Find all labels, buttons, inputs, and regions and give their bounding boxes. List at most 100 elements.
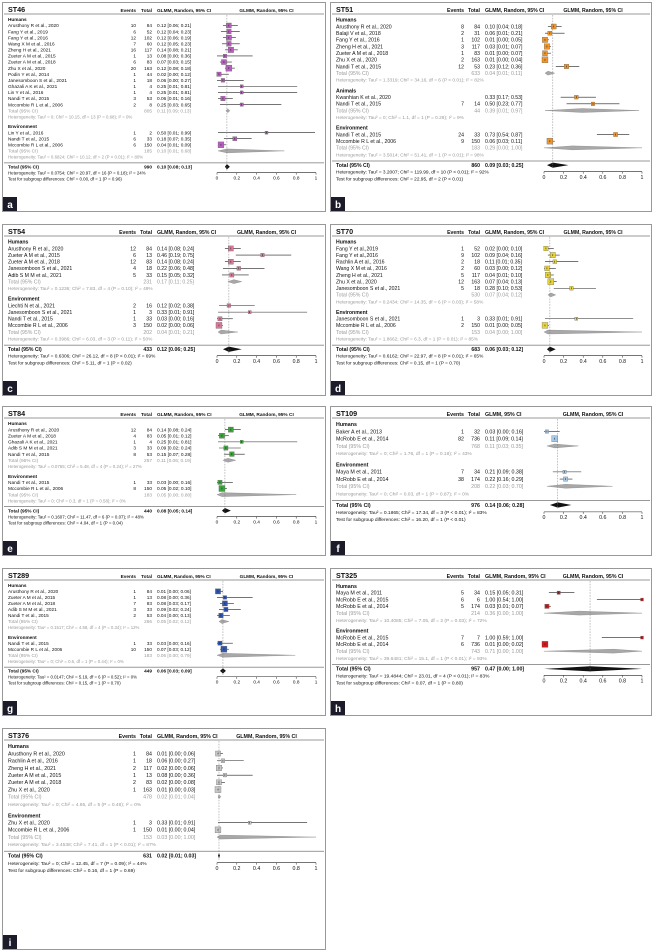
study-total: 33: [147, 607, 153, 612]
study-label: Zueter A M et al., 2015: [8, 595, 56, 600]
study-total: 4: [149, 90, 152, 96]
subgroup-heterogeneity: Heterogeneity: Tau² = 10.4085; Chi² = 7.…: [336, 618, 487, 624]
forest-panel-g: ST289 Events Total GLMM, Random, 95% CI GLMM…: [2, 568, 326, 716]
study-total: 4: [149, 84, 152, 90]
study-events: 12: [458, 279, 464, 285]
study-ci: 0.01 [0.00; 0.05]: [485, 38, 523, 44]
panel-title: ST84: [8, 409, 25, 418]
subtotal-total: 44: [474, 108, 480, 114]
x-tick-label: 0: [216, 519, 219, 525]
subtotal-diamond: [222, 458, 236, 463]
study-events: 2: [461, 260, 464, 266]
group-name: Environment: [336, 463, 369, 469]
study-events: 1: [133, 440, 136, 446]
overall-total: 631: [143, 854, 152, 860]
study-events: 7: [133, 601, 136, 606]
study-label: Zueter A M et al., 2015: [8, 253, 60, 259]
study-ci: 0.08 [0.00; 0.36]: [157, 773, 196, 779]
group-name: Environment: [336, 310, 368, 316]
study-ci: 0.07 [0.03; 0.15]: [157, 60, 191, 66]
study-total: 174: [471, 604, 480, 610]
study-total: 44: [147, 72, 153, 78]
overall-label: Total (95% CI): [336, 347, 370, 353]
study-events: 1: [133, 821, 136, 827]
x-tick-label: 0.2: [560, 175, 567, 181]
subtotal-total: 214: [471, 611, 480, 617]
study-ci: 0.15 [0.07; 0.28]: [157, 452, 191, 458]
study-total: 150: [471, 323, 480, 329]
study-total: 150: [143, 323, 152, 329]
subtotal-total: 743: [471, 649, 480, 655]
x-tick-label: 0.2: [233, 519, 240, 525]
header-plot: GLMM, Random, 95% CI: [239, 412, 294, 418]
header-ci: GLMM, Random, 95% CI: [485, 8, 545, 14]
study-total: 117: [144, 48, 152, 54]
study-ci: 0.73 [0.54; 0.87]: [485, 132, 523, 138]
group-name: Humans: [8, 744, 29, 750]
x-tick-label: 0: [216, 359, 219, 365]
panel-title: ST376: [8, 731, 29, 740]
study-ci: 0.06 [0.00; 0.27]: [157, 78, 191, 84]
subgroup-heterogeneity: Heterogeneity: Tau² = 0.2434; Chi² = 14.…: [336, 299, 484, 305]
study-label: Zueter A M et al., 2018: [8, 260, 60, 266]
study-label: Nandi T et al., 2015: [8, 452, 50, 458]
x-tick-label: 0.6: [599, 515, 606, 521]
study-events: 1: [133, 317, 136, 323]
subtotal-total: 530: [471, 293, 480, 299]
study-label: Zhu X et al., 2020: [8, 821, 50, 827]
x-tick-label: 0: [216, 679, 219, 684]
study-ci: 0.21 [0.09; 0.38]: [485, 470, 524, 476]
study-ci: 0.12 [0.05; 0.23]: [157, 41, 191, 47]
x-tick-label: 0.4: [253, 679, 260, 684]
study-events: 2: [461, 31, 464, 37]
x-tick-label: 0: [543, 359, 546, 365]
study-label: Mccombie R L et al., 2006: [8, 486, 64, 492]
subgroup-heterogeneity: Heterogeneity: Tau² = 0.1236; Chi² = 7.8…: [8, 286, 153, 292]
study-label: Janesomboon S et al., 2021: [8, 310, 72, 316]
overall-label: Total (95% CI): [8, 854, 43, 860]
study-ci: 0.01 [0.00; 0.07]: [485, 51, 523, 57]
study-total: 33: [146, 273, 152, 279]
study-label: Mccombie R L et al., 2006: [8, 102, 63, 108]
header-events: Events: [119, 230, 136, 236]
study-label: Zueter A M et al., 2015: [8, 773, 61, 779]
group-name: Humans: [336, 18, 357, 24]
study-total: 84: [147, 589, 153, 594]
subtotal-ci: 0.04 [0.00; 1.00]: [485, 330, 523, 336]
subtotal-label: Total (95% CI): [8, 835, 42, 841]
panel-letter: b: [335, 200, 341, 211]
study-total: 32: [474, 429, 480, 435]
subtotal-diamond: [543, 610, 643, 616]
panel-letter: f: [336, 544, 340, 555]
study-ci: 0.50 [0.01; 0.99]: [157, 130, 191, 136]
header-events: Events: [120, 412, 136, 418]
study-total: 150: [144, 486, 152, 492]
header-ci: GLMM, Random, 95% CI: [157, 574, 211, 579]
overall-diamond: [224, 164, 230, 170]
study-label: Nandi T et al., 2015: [8, 96, 50, 102]
subtotal-ci: 0.11 [0.06; 0.19]: [157, 458, 191, 464]
study-label: Janesomboon S et al., 2021: [8, 78, 67, 84]
study-label: Mccombie R L et al., 2006: [8, 647, 63, 652]
subgroup-heterogeneity: Heterogeneity: Tau² = 0.1517; Chi² = 4.5…: [8, 625, 139, 630]
study-total: 174: [471, 477, 480, 483]
x-tick-label: 0.4: [580, 359, 587, 365]
study-ci: 0.03 [0.01; 0.07]: [485, 604, 524, 610]
overall-ci: 0.09 [0.03; 0.25]: [485, 163, 524, 169]
study-events: 20: [131, 66, 137, 72]
panel-frame: [2, 406, 326, 556]
study-events: 6: [461, 642, 464, 648]
study-total: 53: [474, 64, 480, 70]
overall-label: Total (95% CI): [8, 164, 39, 170]
x-tick-label: 0.4: [253, 359, 260, 365]
study-label: Kwanhian K et al., 2020: [336, 95, 391, 101]
forest-panel-a: ST46 Events Total GLMM, Random, 95% CI GLMM,…: [2, 2, 326, 212]
study-ci: 0.14 [0.08; 0.24]: [157, 260, 195, 266]
study-total: 18: [146, 759, 152, 765]
study-label: Balaji V et al., 2018: [336, 31, 381, 37]
subgroup-test: Test for subgroup differences: Chi² = 4.…: [8, 521, 123, 526]
study-events: 6: [133, 136, 136, 142]
subtotal-total: 266: [144, 619, 152, 624]
study-total: 6: [477, 597, 480, 603]
study-events: 6: [133, 142, 136, 148]
